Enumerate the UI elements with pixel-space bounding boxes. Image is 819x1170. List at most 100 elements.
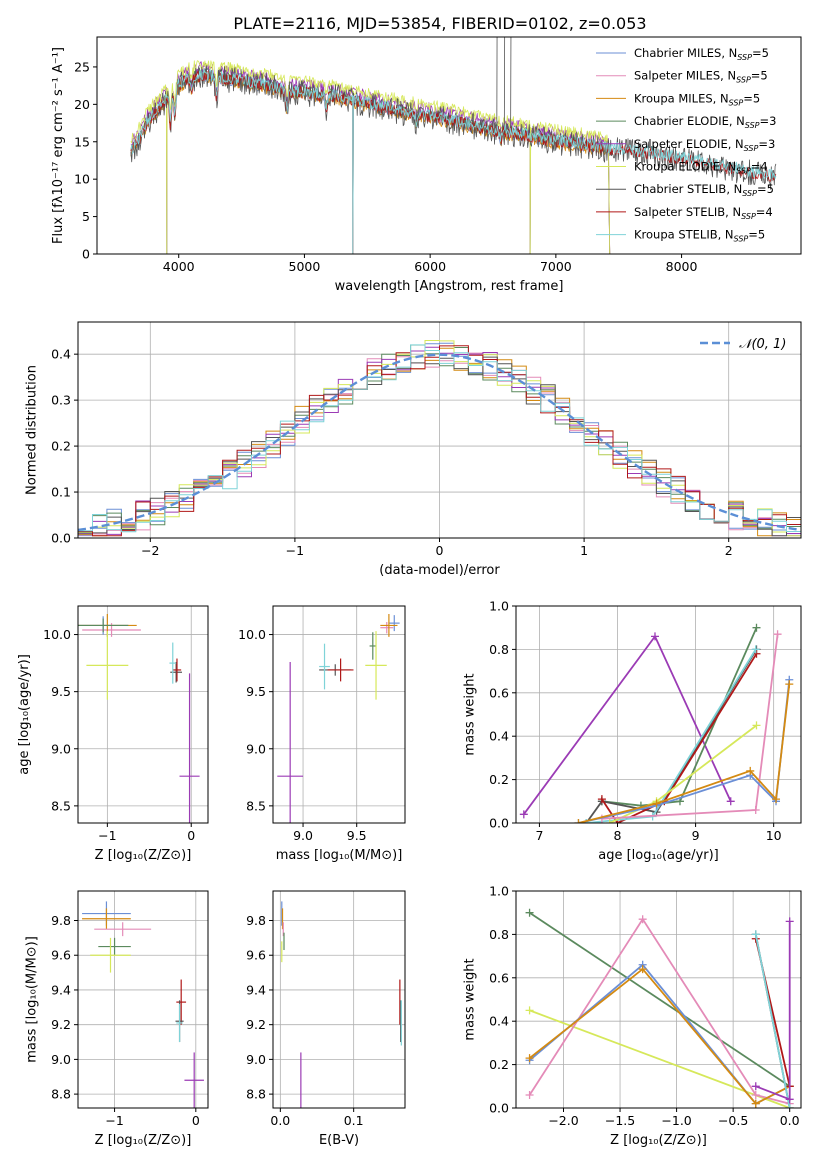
x-tick-label: 8 — [614, 828, 622, 843]
weight-series-line — [529, 911, 791, 1088]
y-tick-label: 1.0 — [489, 599, 509, 614]
weight-point-marker — [519, 810, 528, 819]
legend-entry: Chabrier MILES, NSSP=5 — [634, 46, 769, 62]
weight-point-marker — [574, 819, 583, 823]
y-tick-label: 9.8 — [51, 913, 71, 928]
weight-series-line — [609, 724, 758, 823]
y-tick-label: 9.0 — [51, 1052, 71, 1067]
residual-histogram — [78, 344, 801, 533]
y-axis-label: Flux [fλ10⁻¹⁷ erg cm⁻² s⁻¹ A⁻¹] — [51, 47, 66, 244]
axes-frame — [96, 36, 802, 255]
x-tick-label: −2.0 — [548, 1113, 578, 1128]
y-tick-label: 0.2 — [489, 772, 509, 787]
weight-point-marker — [752, 623, 761, 632]
weight-point-marker — [726, 797, 735, 806]
weight-series-line — [528, 917, 790, 1105]
plot-area — [82, 901, 204, 1108]
plot-area — [281, 901, 402, 1108]
x-tick-label: 0 — [436, 543, 444, 558]
legend-entry: Chabrier ELODIE, NSSP=3 — [634, 114, 776, 130]
y-axis-label: mass [log₁₀(M/M⊙)] — [25, 936, 40, 1063]
axes: −2 −1 0 1 2 0.0 0.1 0.2 0.3 0.4 (data-model)/error… — [25, 321, 802, 578]
y-axis-label: Normed distribution — [25, 365, 40, 495]
y-tick-label: 15 — [74, 134, 90, 149]
y-tick-label: 10.0 — [238, 627, 266, 642]
weight-point-marker — [751, 1090, 760, 1099]
x-axis-label: age [log₁₀(age/yr)] — [598, 848, 719, 863]
weight-point-marker — [652, 799, 661, 808]
age-vs-mass-panel: 9.0 9.5 8.5 9.0 9.5 10.0 mass [log₁₀(M/M⊙)] — [238, 605, 406, 863]
x-tick-label: 2 — [725, 543, 733, 558]
axes-frame — [272, 890, 406, 1109]
weight-series-line — [754, 934, 791, 1108]
weight-point-marker — [751, 1082, 760, 1091]
residual-legend: 𝒩(0, 1) — [700, 337, 786, 352]
weight-point-marker — [751, 805, 760, 814]
x-axis-label: Z [log₁₀(Z/Z⊙)] — [95, 1133, 192, 1148]
y-tick-label: 0.4 — [489, 729, 509, 744]
legend-entry: Kroupa STELIB, NSSP=5 — [634, 228, 765, 244]
y-tick-label: 9.2 — [51, 1017, 71, 1032]
residual-histogram — [78, 340, 801, 537]
weight-point-marker — [638, 965, 647, 974]
y-tick-label: 25 — [74, 59, 90, 74]
y-tick-label: 9.0 — [246, 741, 266, 756]
y-tick-label: 0.0 — [489, 1101, 509, 1116]
spectrum-series-line — [130, 68, 777, 254]
x-tick-label: 10 — [766, 828, 782, 843]
y-tick-label: 9.8 — [246, 913, 266, 928]
grid-lines — [273, 606, 405, 823]
x-tick-label: 5000 — [289, 259, 321, 274]
grid-lines — [78, 891, 208, 1108]
x-axis-label: mass [log₁₀(M/M⊙)] — [276, 848, 403, 863]
weight-point-marker — [746, 766, 755, 775]
y-tick-label: 9.0 — [51, 741, 71, 756]
x-axis-label: wavelength [Angstrom, rest frame] — [335, 279, 564, 294]
weight-point-marker — [751, 930, 760, 939]
y-tick-label: 9.2 — [246, 1017, 266, 1032]
x-tick-label: 0.1 — [344, 1113, 364, 1128]
legend-entry: Salpeter STELIB, NSSP=4 — [634, 205, 773, 221]
legend-entry: 𝒩(0, 1) — [739, 337, 786, 352]
weight-point-marker — [751, 645, 760, 654]
axes: −1 0 8.8 9.0 9.2 9.4 9.6 9.8 Z [log₁₀(Z/Z⊙)] mass… — [25, 890, 209, 1148]
spectrum-legend: Chabrier MILES, NSSP=5 Salpeter MILES, NS… — [596, 46, 776, 244]
plot-area — [78, 613, 200, 823]
spectrum-series-line — [130, 61, 611, 254]
x-axis-label: Z [log₁₀(Z/Z⊙)] — [95, 848, 192, 863]
axes-frame — [515, 605, 802, 824]
weight-point-marker — [773, 630, 782, 639]
x-axis-label: Z [log₁₀(Z/Z⊙)] — [610, 1133, 707, 1148]
y-tick-label: 0.0 — [51, 531, 71, 546]
x-tick-label: 0 — [187, 828, 195, 843]
x-tick-label: −2 — [141, 543, 159, 558]
x-axis-label: E(B-V) — [319, 1133, 359, 1148]
axes-frame — [77, 605, 209, 824]
y-tick-label: 0.8 — [489, 642, 509, 657]
y-tick-label: 9.0 — [246, 1052, 266, 1067]
y-tick-label: 0.6 — [489, 970, 509, 985]
legend-entry: Chabrier STELIB, NSSP=5 — [634, 182, 774, 198]
y-tick-label: 0.3 — [51, 393, 71, 408]
y-tick-label: 20 — [74, 97, 90, 112]
gaussian-curve — [78, 353, 801, 532]
y-tick-label: 9.4 — [51, 982, 71, 997]
y-tick-label: 0.2 — [51, 439, 71, 454]
x-tick-label: −1 — [98, 828, 116, 843]
weight-vs-age-panel: 7 8 9 10 0.0 0.2 0.4 0.6 0.8 1.0 age [log₁₀(age/yr… — [463, 599, 802, 863]
y-tick-label: 8.5 — [246, 798, 266, 813]
weight-point-marker — [597, 795, 606, 804]
y-tick-label: 1.0 — [489, 884, 509, 899]
y-tick-label: 0.8 — [489, 927, 509, 942]
y-tick-label: 0.1 — [51, 485, 71, 500]
y-tick-label: 10.0 — [43, 627, 71, 642]
weight-point-marker — [751, 1099, 760, 1108]
y-tick-label: 9.4 — [246, 982, 266, 997]
legend-entry: Kroupa MILES, NSSP=5 — [634, 91, 760, 107]
weight-series-line — [529, 967, 791, 1105]
weight-point-marker — [785, 680, 794, 689]
axes-frame — [515, 890, 802, 1109]
figure-title: PLATE=2116, MJD=53854, FIBERID=0102, z=0… — [233, 14, 646, 33]
x-axis-label: (data-model)/error — [379, 563, 500, 578]
y-axis-label: mass weight — [463, 958, 478, 1040]
